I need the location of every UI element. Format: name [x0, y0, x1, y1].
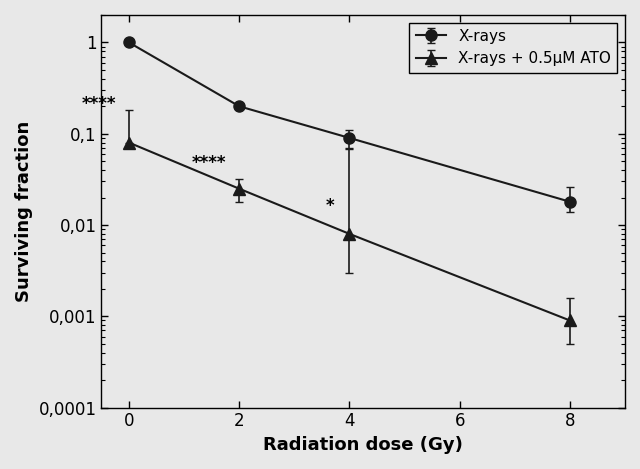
X-axis label: Radiation dose (Gy): Radiation dose (Gy)	[263, 436, 463, 454]
Y-axis label: Surviving fraction: Surviving fraction	[15, 121, 33, 302]
Legend: X-rays, X-rays + 0.5μM ATO: X-rays, X-rays + 0.5μM ATO	[410, 23, 618, 73]
Text: ****: ****	[191, 154, 226, 172]
Text: ****: ****	[81, 95, 116, 113]
Text: *: *	[326, 197, 335, 215]
